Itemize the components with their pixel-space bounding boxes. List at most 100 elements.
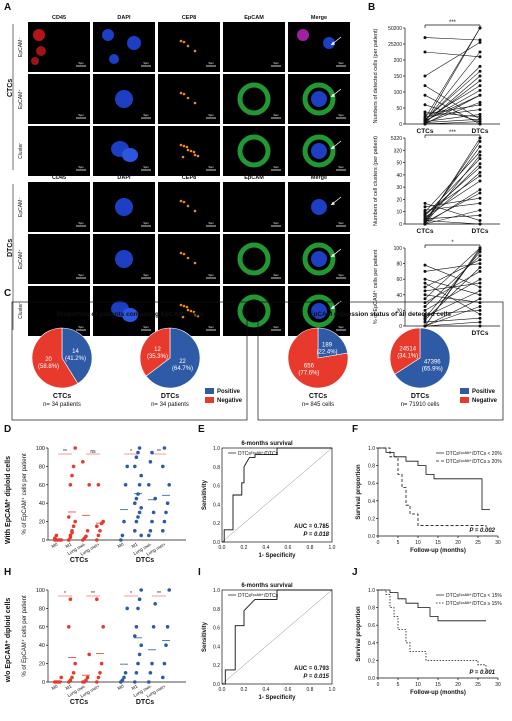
arrow-icon bbox=[331, 305, 335, 309]
data-point bbox=[123, 671, 128, 675]
panel-c-title: Proportion of patients containing EpCAM⁺… bbox=[56, 311, 204, 318]
data-point bbox=[478, 266, 482, 269]
data-point bbox=[151, 625, 156, 629]
data-point bbox=[423, 308, 427, 312]
data-point bbox=[423, 93, 427, 97]
legend-label: DTCsᴱᵖᶜᴬᴹ⁺/DTCs bbox=[238, 593, 279, 599]
data-point bbox=[139, 506, 143, 510]
data-point bbox=[478, 281, 482, 285]
data-point bbox=[164, 510, 168, 515]
pie-value: 20 bbox=[45, 357, 52, 363]
paired-line bbox=[424, 180, 481, 218]
pie-n-label: n= 845 cells bbox=[302, 402, 334, 408]
pie-slice-negative bbox=[139, 327, 171, 377]
signif-label: *** bbox=[449, 20, 457, 26]
scale-label: 5μm bbox=[338, 221, 343, 225]
x-tick-label: DTCs bbox=[472, 330, 489, 337]
y-tick-label: 0.8 bbox=[368, 606, 375, 612]
y-tick-label: 20 bbox=[39, 520, 45, 526]
row-label: EpCAM⁻ bbox=[18, 37, 24, 57]
km-curve-high bbox=[378, 589, 487, 674]
data-point bbox=[123, 483, 128, 487]
arrow-icon bbox=[331, 145, 335, 149]
legend-label: DTCsᴱᵖᶜᴬᴹ⁺/DTCs ≥ 15% bbox=[446, 601, 502, 607]
data-point bbox=[478, 191, 482, 195]
data-point bbox=[150, 450, 154, 455]
pie-value: 22 bbox=[179, 359, 186, 365]
paired-line bbox=[424, 102, 481, 124]
data-point bbox=[96, 675, 101, 680]
data-point bbox=[478, 55, 482, 59]
cep8-dot bbox=[186, 96, 190, 100]
data-point bbox=[165, 625, 170, 629]
x-tick-label: 5 bbox=[397, 682, 400, 688]
micrograph-tile bbox=[223, 234, 285, 284]
paired-line bbox=[424, 111, 481, 118]
y-tick-label: 0.2 bbox=[368, 658, 375, 664]
cep8-dot bbox=[186, 256, 190, 260]
data-point bbox=[478, 170, 482, 174]
y-tick-label: 100 bbox=[394, 90, 403, 96]
data-point bbox=[137, 652, 142, 657]
data-point bbox=[478, 289, 482, 293]
data-point bbox=[478, 262, 482, 266]
data-point bbox=[81, 460, 85, 464]
x-tick-label: 5 bbox=[397, 540, 400, 546]
x-axis-label: 1- Specificity bbox=[258, 553, 296, 559]
y-tick-label: 100 bbox=[36, 588, 45, 594]
data-point bbox=[70, 530, 74, 535]
cep8-dot bbox=[182, 92, 186, 96]
y-tick-label: 50200 bbox=[388, 26, 402, 32]
data-point bbox=[134, 625, 139, 629]
column-header-cep8: CEP8 bbox=[182, 15, 196, 21]
group-tick-label: M1 bbox=[65, 683, 73, 691]
data-point bbox=[478, 277, 482, 281]
y-tick-label: 80 bbox=[39, 606, 45, 612]
data-point bbox=[136, 515, 140, 519]
data-point bbox=[423, 219, 427, 223]
cep8-dot bbox=[182, 252, 186, 256]
data-point bbox=[478, 112, 482, 116]
cep8-dot bbox=[186, 308, 190, 312]
merge-epcam bbox=[302, 294, 336, 328]
pie-group-label: DTCs bbox=[161, 393, 179, 400]
y-tick-label: 0.6 bbox=[213, 626, 220, 632]
merge-nucleus bbox=[311, 91, 327, 107]
scale-label: 5μm bbox=[273, 113, 278, 117]
data-point bbox=[423, 210, 427, 214]
data-point bbox=[478, 250, 482, 254]
panel-c-box-right bbox=[257, 301, 504, 421]
data-point bbox=[478, 139, 482, 143]
data-point bbox=[423, 320, 427, 324]
scale-label: 5μm bbox=[78, 61, 83, 65]
y-tick-label: 0.4 bbox=[213, 644, 220, 650]
data-point bbox=[478, 316, 482, 320]
data-point bbox=[161, 675, 165, 680]
x-tick-label: 0 bbox=[377, 682, 380, 688]
y-tick-label: 0.2 bbox=[368, 516, 375, 522]
data-point bbox=[423, 289, 427, 293]
data-point bbox=[478, 297, 482, 301]
signif-label: ** bbox=[63, 449, 67, 455]
data-point bbox=[153, 602, 157, 606]
y-tick-label: 0.4 bbox=[213, 502, 220, 508]
reference-line bbox=[221, 447, 333, 543]
p-label: P = 0.001 bbox=[469, 670, 495, 676]
row-label-without: w/o EpCAM⁺ diploid cells bbox=[5, 598, 12, 684]
paired-line bbox=[424, 220, 481, 225]
y-axis-label: Sensitivity bbox=[202, 621, 208, 652]
pie-n-label: n= 71910 cells bbox=[401, 402, 440, 408]
data-point bbox=[99, 661, 104, 666]
y-axis-label: Sensitivity bbox=[202, 479, 208, 510]
pie-percent: (58.8%) bbox=[38, 364, 59, 370]
paired-line bbox=[424, 80, 481, 123]
data-point bbox=[167, 588, 171, 592]
data-point bbox=[84, 678, 88, 682]
x-group-label: CTCs bbox=[70, 557, 88, 564]
pie-group-label: CTCs bbox=[309, 393, 327, 400]
auc-label: AUC = 0.793 bbox=[294, 666, 330, 672]
km-curve-high bbox=[378, 447, 487, 528]
paired-line bbox=[424, 137, 481, 225]
x-tick-label: 0.4 bbox=[263, 687, 270, 693]
